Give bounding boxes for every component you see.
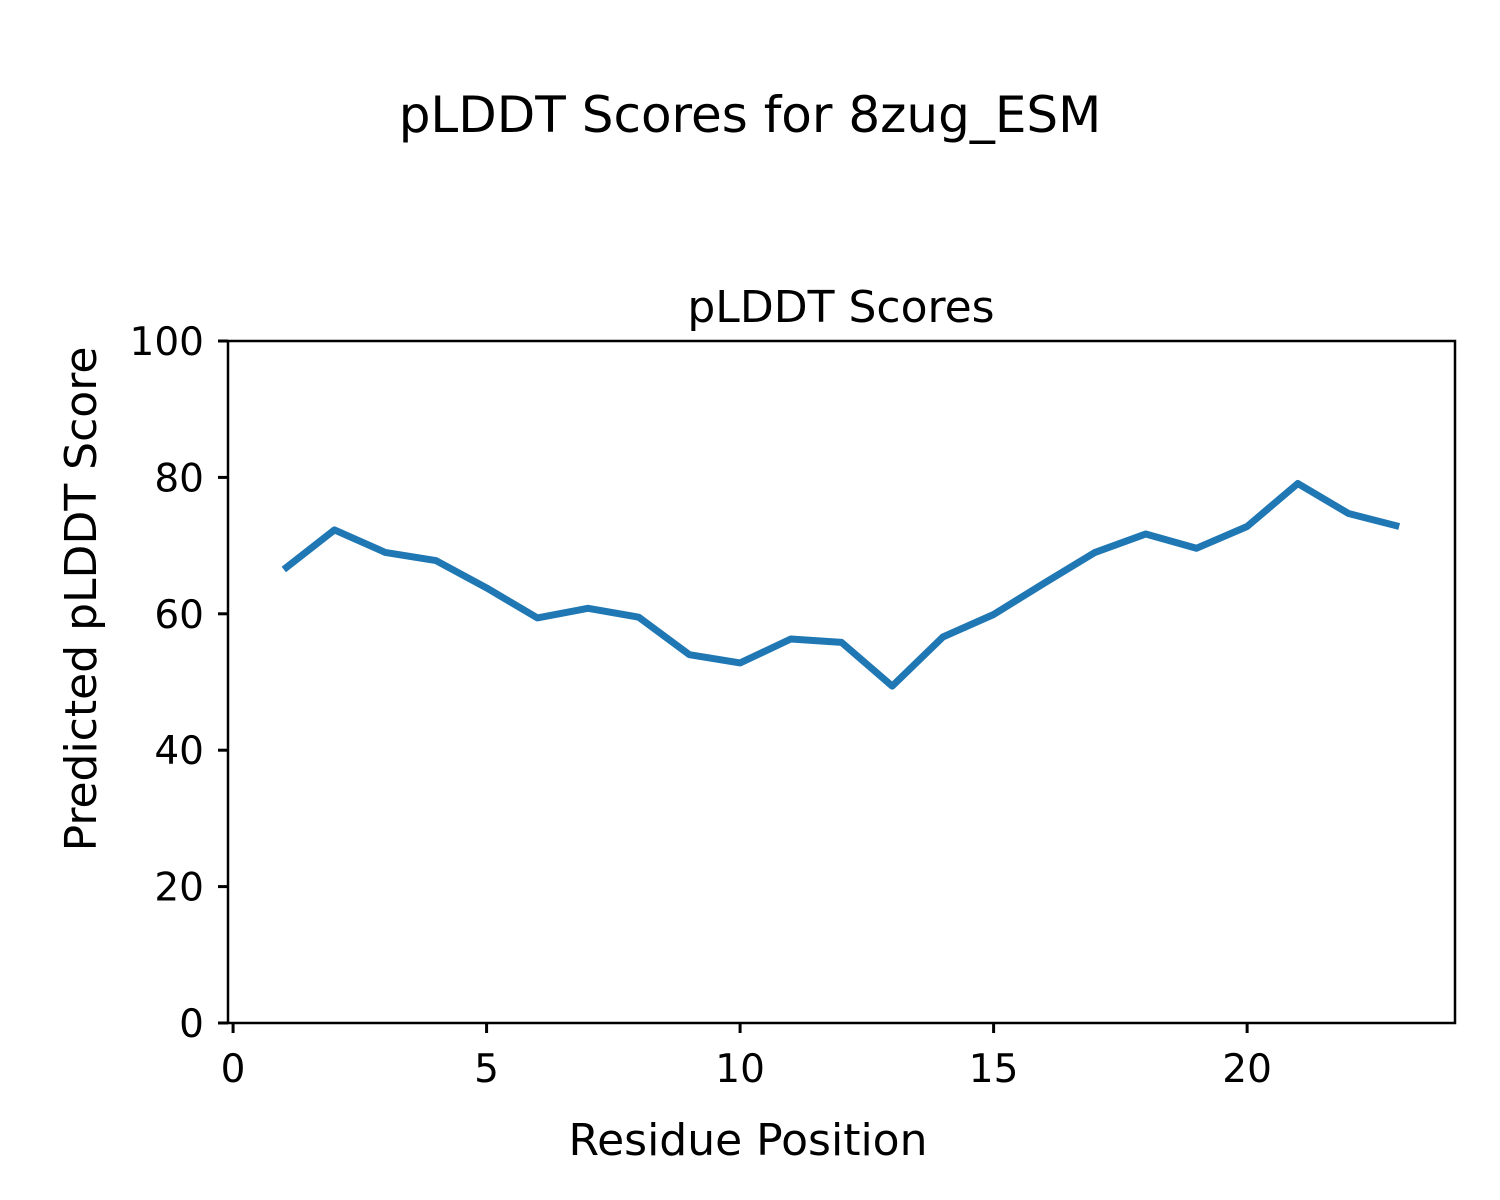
axes-title: pLDDT Scores bbox=[687, 282, 994, 333]
y-ticks: 0 20 40 60 80 100 bbox=[130, 320, 228, 1047]
plddt-line-series bbox=[281, 480, 1401, 690]
y-tick-label: 0 bbox=[179, 1002, 204, 1047]
x-tick-label: 15 bbox=[969, 1047, 1019, 1092]
y-axis-label: Predicted pLDDT Score bbox=[56, 347, 107, 852]
x-tick-label: 5 bbox=[474, 1047, 499, 1092]
plot-frame bbox=[226, 339, 1457, 1025]
x-tick-label: 10 bbox=[715, 1047, 765, 1092]
y-tick-label: 40 bbox=[154, 729, 204, 774]
x-ticks: 0 5 10 15 20 bbox=[221, 1023, 1272, 1092]
x-tick-label: 0 bbox=[221, 1047, 246, 1092]
y-tick-label: 80 bbox=[154, 456, 204, 501]
y-tick-label: 60 bbox=[154, 593, 204, 638]
x-tick-label: 20 bbox=[1222, 1047, 1272, 1092]
x-axis-label: Residue Position bbox=[568, 1115, 927, 1166]
y-tick-label: 100 bbox=[130, 320, 204, 365]
figure-suptitle: pLDDT Scores for 8zug_ESM bbox=[399, 86, 1102, 144]
y-tick-label: 20 bbox=[154, 866, 204, 911]
